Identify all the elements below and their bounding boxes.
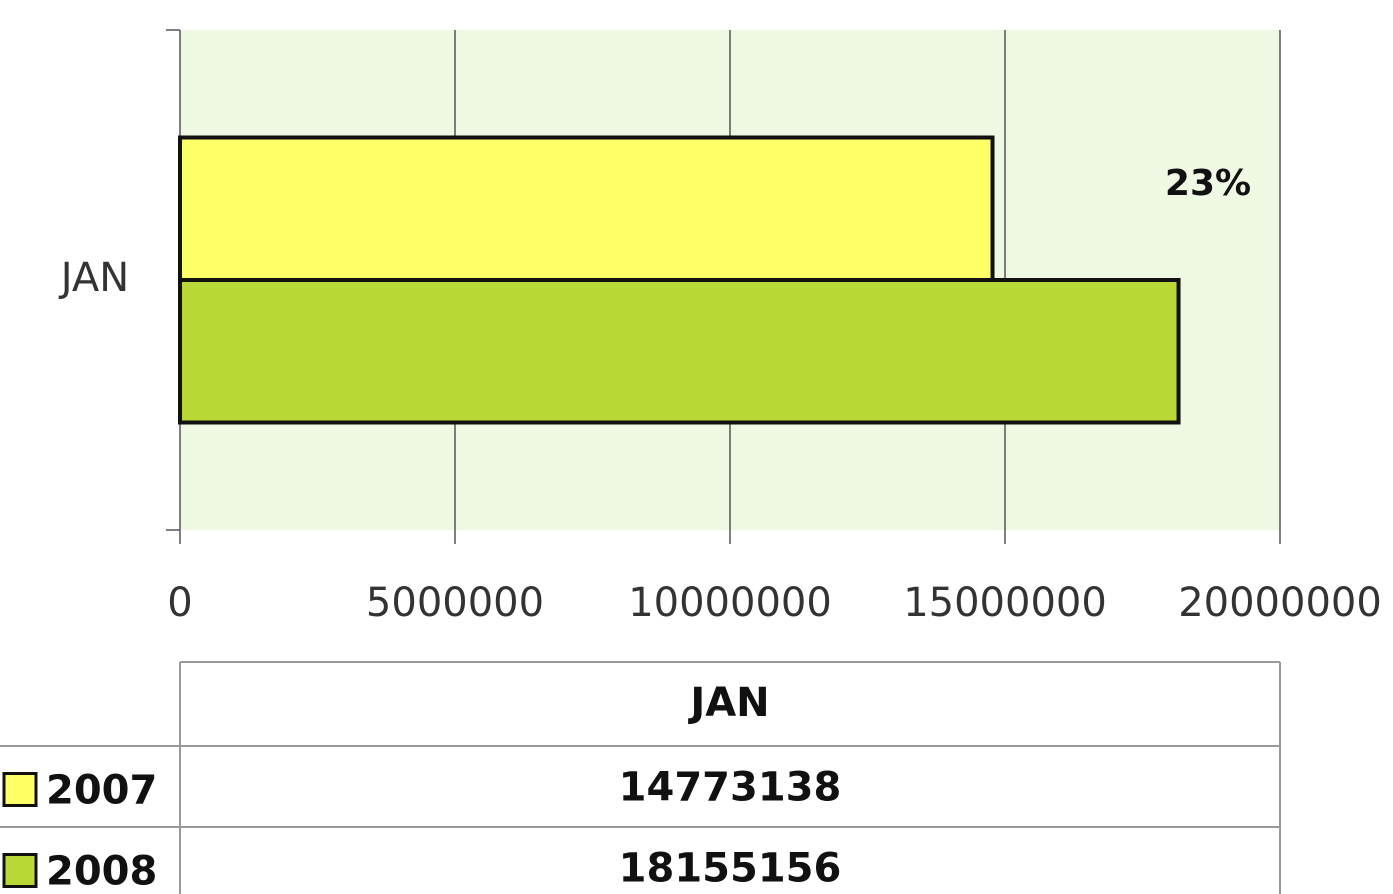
- legend-label: 2007: [46, 768, 157, 814]
- bar: [178, 278, 1181, 425]
- x-tick-label: 0: [167, 580, 192, 626]
- annotation: 23%: [1165, 163, 1251, 204]
- bar: [178, 135, 995, 282]
- x-tick-label: 5000000: [366, 580, 544, 626]
- table-value: 18155156: [619, 846, 842, 892]
- legend-key: [2, 853, 38, 888]
- data-table-frame: [0, 661, 1281, 894]
- x-tick-label: 10000000: [628, 580, 832, 626]
- table-value: 14773138: [619, 765, 842, 811]
- legend-label: 2008: [46, 849, 157, 894]
- y-tick-label: JAN: [58, 255, 129, 301]
- x-tick-label: 15000000: [903, 580, 1107, 626]
- table-header: JAN: [687, 680, 769, 726]
- legend-key: [2, 772, 38, 807]
- x-tick-label: 20000000: [1178, 580, 1382, 626]
